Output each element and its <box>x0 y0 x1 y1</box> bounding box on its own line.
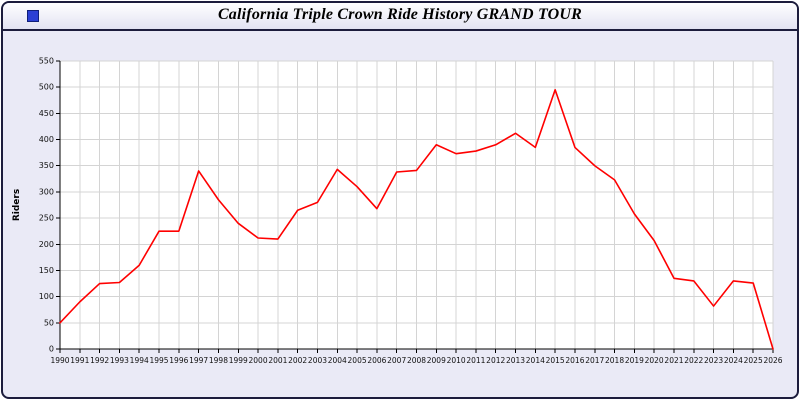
svg-text:1990: 1990 <box>50 356 69 365</box>
svg-text:2016: 2016 <box>565 356 584 365</box>
svg-text:100: 100 <box>39 292 54 301</box>
svg-text:350: 350 <box>39 161 54 170</box>
svg-text:1998: 1998 <box>209 356 228 365</box>
svg-text:2004: 2004 <box>328 356 347 365</box>
svg-text:2010: 2010 <box>447 356 466 365</box>
svg-text:1993: 1993 <box>110 356 129 365</box>
svg-text:2013: 2013 <box>506 356 525 365</box>
svg-text:400: 400 <box>39 135 54 144</box>
svg-text:2019: 2019 <box>625 356 644 365</box>
svg-text:0: 0 <box>49 345 54 354</box>
svg-text:2000: 2000 <box>249 356 268 365</box>
svg-text:1992: 1992 <box>90 356 109 365</box>
svg-text:2024: 2024 <box>724 356 743 365</box>
svg-text:2001: 2001 <box>268 356 287 365</box>
svg-text:Riders: Riders <box>12 189 22 221</box>
svg-text:2017: 2017 <box>585 356 604 365</box>
svg-text:2021: 2021 <box>664 356 683 365</box>
chart-panel: 0 50 100 150 200 250 300 350 400 450 500 550 1990 199… <box>5 33 797 397</box>
svg-text:2005: 2005 <box>348 356 367 365</box>
svg-text:2007: 2007 <box>387 356 406 365</box>
svg-text:2022: 2022 <box>684 356 703 365</box>
svg-text:2018: 2018 <box>605 356 624 365</box>
window-title: California Triple Crown Ride History GRA… <box>217 6 583 23</box>
svg-text:500: 500 <box>39 83 54 92</box>
svg-text:2008: 2008 <box>407 356 426 365</box>
svg-text:2020: 2020 <box>645 356 664 365</box>
title-bar: California Triple Crown Ride History GRA… <box>3 3 797 31</box>
svg-text:2003: 2003 <box>308 356 327 365</box>
svg-text:1995: 1995 <box>149 356 168 365</box>
svg-text:250: 250 <box>39 214 54 223</box>
svg-text:1997: 1997 <box>189 356 208 365</box>
app-square-icon <box>27 10 39 22</box>
svg-text:1996: 1996 <box>169 356 188 365</box>
svg-text:2014: 2014 <box>526 356 545 365</box>
svg-text:1999: 1999 <box>229 356 248 365</box>
svg-text:1991: 1991 <box>70 356 89 365</box>
svg-text:2009: 2009 <box>427 356 446 365</box>
svg-text:2023: 2023 <box>704 356 723 365</box>
svg-text:150: 150 <box>39 266 54 275</box>
svg-text:50: 50 <box>44 318 54 327</box>
svg-text:200: 200 <box>39 240 54 249</box>
svg-text:2025: 2025 <box>744 356 763 365</box>
svg-text:2006: 2006 <box>367 356 386 365</box>
svg-text:300: 300 <box>39 187 54 196</box>
svg-text:2026: 2026 <box>763 356 782 365</box>
svg-text:1994: 1994 <box>130 356 149 365</box>
svg-text:2012: 2012 <box>486 356 505 365</box>
svg-text:450: 450 <box>39 109 54 118</box>
svg-text:2002: 2002 <box>288 356 307 365</box>
svg-text:2011: 2011 <box>466 356 485 365</box>
svg-text:550: 550 <box>39 57 54 66</box>
svg-text:2015: 2015 <box>546 356 565 365</box>
